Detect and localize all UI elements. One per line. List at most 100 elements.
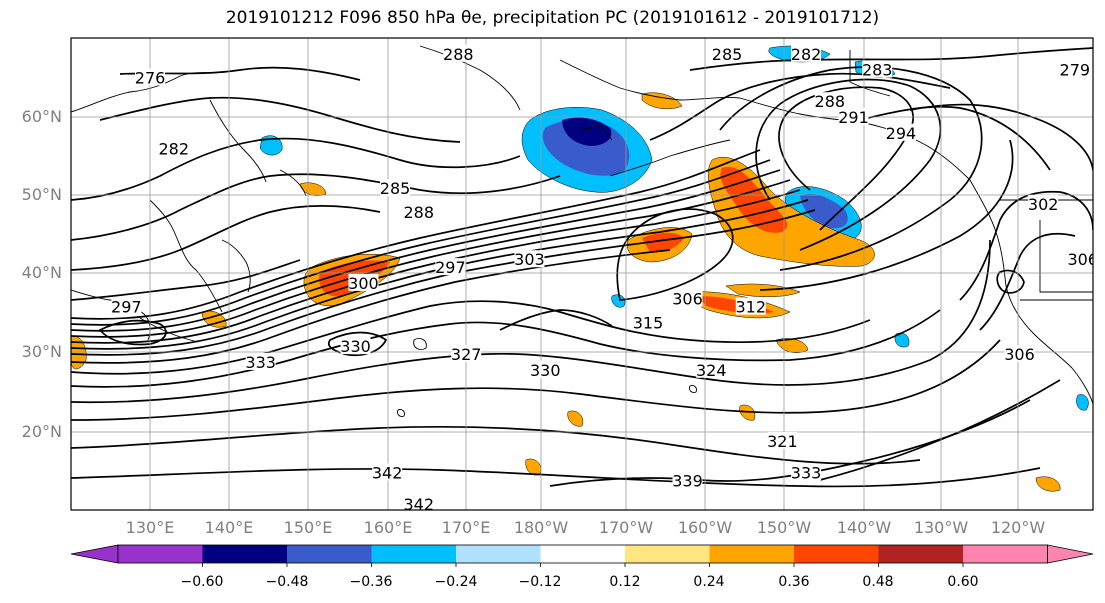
colorbar-bin: [202, 545, 287, 563]
neg-fill-light-8: [1076, 394, 1089, 411]
pos-fill-light-11: [1035, 476, 1061, 492]
theta-e-contour-line: [71, 137, 521, 201]
contour-label: 279: [1060, 61, 1091, 80]
contour-label: 282: [158, 140, 189, 159]
contour-label: 312: [735, 298, 766, 317]
neg-fill-strong-1: [562, 117, 612, 146]
contour-label: 291: [838, 108, 869, 127]
lat-label-20n: 20°N: [21, 422, 62, 441]
contour-label: 315: [633, 313, 664, 332]
theta-e-contour-line: [909, 103, 1093, 171]
contour-label-background: [340, 337, 371, 355]
island: [689, 385, 697, 393]
contour-label-background: [372, 463, 403, 481]
coastline: [149, 199, 223, 313]
colorbar-tick-label: 0.24: [693, 574, 725, 590]
theta-e-contour-line: [499, 309, 613, 331]
colorbar-bin: [794, 545, 879, 563]
pos-fill-mid-3: [642, 232, 684, 253]
contour-label-background: [111, 297, 142, 315]
contour-label: 342: [372, 464, 403, 483]
contour-label: 297: [435, 258, 466, 277]
contour-label-background: [0, 377, 7, 394]
contour-label: 327: [451, 345, 482, 364]
lat-label-40n: 40°N: [21, 263, 62, 282]
contour-label-background: [632, 313, 663, 331]
contour-label: 336: [0, 377, 7, 396]
contour-label-background: [348, 273, 379, 291]
theta-e-contour-line: [98, 319, 167, 346]
contour-label: 294: [886, 124, 917, 143]
contour-label-background: [838, 108, 869, 125]
contour-label: 342: [404, 495, 435, 514]
contour-label-background: [451, 345, 482, 362]
contour-label-background: [1028, 194, 1059, 212]
coastline: [969, 179, 1093, 405]
contour-label-background: [672, 289, 703, 307]
colorbar-tick-label: −0.48: [265, 574, 309, 590]
theta-e-contour-line: [71, 309, 941, 388]
coastline: [609, 139, 731, 177]
colorbar: [70, 544, 1094, 567]
colorbar-bin: [118, 545, 203, 563]
contour-label: 330: [530, 361, 561, 380]
contour-label-background: [1067, 250, 1093, 268]
theta-e-contour-line: [71, 239, 991, 404]
theta-e-contour-line: [859, 105, 1051, 171]
theta-e-contour-line: [71, 249, 671, 364]
contour-label: 333: [245, 353, 276, 372]
theta-e-contour-line: [71, 169, 781, 332]
contour-label: 306: [672, 290, 703, 309]
contour-labels: 2762882852822832792793002972822852882912…: [0, 44, 1093, 514]
contour-label-background: [435, 258, 466, 276]
theta-e-contours: [71, 47, 1093, 488]
colorbar-tick-label: 0.12: [609, 574, 641, 590]
colorbar-tick-label: −0.12: [518, 574, 562, 590]
coastline: [71, 71, 227, 113]
neg-fill-light-5: [259, 135, 283, 156]
contour-label-background: [245, 352, 276, 370]
state-border: [1039, 220, 1093, 293]
colorbar-tick-label: 0.48: [862, 574, 894, 590]
map-area: 2762882852822832792793002972822852882912…: [0, 38, 1093, 514]
contour-label: 300: [348, 274, 379, 293]
contour-label: 288: [404, 203, 435, 222]
contour-label: 288: [443, 45, 474, 64]
contour-label-background: [791, 44, 822, 62]
lon-label: 170°E: [441, 518, 491, 537]
contour-label-background: [712, 44, 743, 62]
lat-label-50n: 50°N: [21, 185, 62, 204]
coastline: [221, 239, 251, 293]
colorbar-tick-label: 0.60: [947, 574, 979, 590]
colorbar-tick-label: −0.60: [180, 574, 224, 590]
theta-e-contour-line: [71, 173, 561, 241]
contour-label: 324: [696, 361, 727, 380]
lon-label: 140°W: [836, 518, 892, 537]
theta-e-contour-line: [959, 190, 1093, 301]
theta-e-contour-line: [71, 300, 871, 375]
state-border: [849, 50, 891, 97]
coastline: [419, 45, 521, 111]
colorbar-bin: [456, 545, 541, 563]
contour-label-background: [767, 431, 798, 449]
theta-e-contour-line: [649, 72, 951, 141]
lon-label: 160°W: [677, 518, 733, 537]
contour-label-background: [380, 179, 411, 197]
contour-label-background: [672, 471, 703, 489]
island: [413, 337, 427, 351]
colorbar-bin: [878, 545, 963, 563]
contour-label: 330: [340, 337, 371, 356]
page-title: 2019101212 F096 850 hPa θe, precipitatio…: [225, 8, 880, 28]
neg-fill-mid-2: [800, 193, 848, 229]
colorbar-bin: [287, 545, 372, 563]
lon-label: 120°W: [990, 518, 1046, 537]
contour-label-background: [885, 123, 916, 141]
theta-e-contour-line: [71, 339, 1001, 421]
contour-label-background: [514, 250, 545, 268]
colorbar-bin: [709, 545, 794, 563]
contour-label: 333: [791, 464, 822, 483]
theta-e-contour-line: [71, 259, 301, 301]
colorbar-bin: [540, 545, 625, 563]
contour-label-background: [135, 68, 166, 86]
lon-label: 160°E: [363, 518, 413, 537]
